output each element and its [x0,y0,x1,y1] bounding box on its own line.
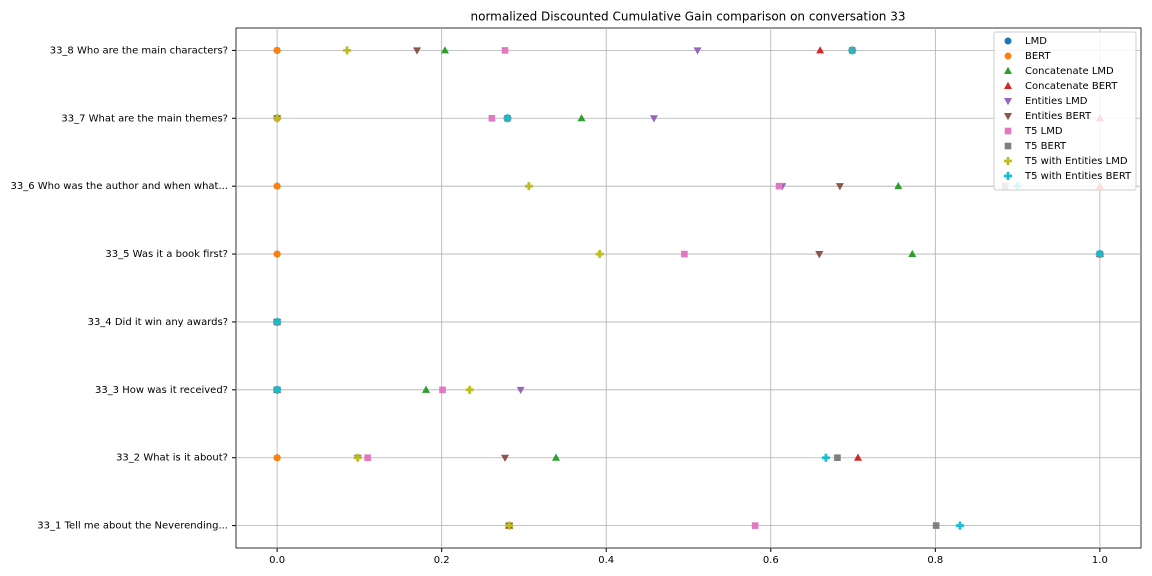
legend-label: T5 with Entities BERT [1024,171,1132,182]
point [1095,250,1104,259]
x-tick-label: 0.6 [763,555,779,566]
point [273,454,281,462]
plot-frame [235,27,1142,549]
legend-label: Entities BERT [1025,111,1092,122]
legend-marker [1004,81,1012,89]
y-tick-label: 33_4 Did it win any awards? [88,317,228,328]
legend-label: T5 with Entities LMD [1024,156,1128,167]
point [488,114,496,122]
legend-marker [1004,142,1012,150]
x-tick-label: 0.4 [598,555,614,566]
point [353,453,362,462]
legend-marker [1004,127,1012,135]
point [835,183,844,191]
legend-marker [1004,37,1012,45]
point [273,182,281,190]
point [577,114,586,122]
point [848,46,857,55]
y-tick-label: 33_7 What are the main themes? [61,113,228,124]
point [815,251,824,259]
legend-marker [1004,157,1012,165]
legend-label: Concatenate LMD [1025,66,1114,77]
point [834,454,841,462]
point [894,181,903,190]
point [439,386,446,394]
chart-title: normalized Discounted Cumulative Gain co… [471,10,906,24]
point [273,317,282,326]
point [465,385,474,394]
point [503,114,512,123]
point [853,453,862,461]
point [775,182,783,190]
point [956,521,964,530]
point [501,47,509,54]
legend-label: LMD [1025,36,1047,47]
point [751,522,759,529]
point [364,454,371,462]
point [649,115,658,123]
legend-label: Entities LMD [1025,96,1088,107]
point [343,46,352,55]
point [552,453,561,461]
point [908,249,917,258]
legend-marker [1004,66,1012,74]
y-tick-label: 33_2 What is it about? [116,453,228,464]
point [413,47,421,55]
point [932,522,940,529]
point [273,114,282,123]
legend-label: T5 LMD [1024,126,1063,137]
y-tick-label: 33_6 Who was the author and when what... [11,181,229,192]
point [524,182,533,191]
point [440,46,449,54]
point [693,47,702,55]
legend-label: BERT [1025,51,1051,62]
legend-label: Concatenate BERT [1025,81,1118,92]
legend-marker [1004,172,1012,180]
legend-marker [1004,98,1012,106]
legend-marker [1004,113,1012,121]
point [273,385,282,394]
point [273,250,281,258]
point [505,521,514,530]
y-tick-label: 33_8 Who are the main characters? [50,45,228,56]
point [273,46,281,54]
y-tick-label: 33_5 Was it a book first? [105,249,228,260]
point [816,46,825,54]
point [516,386,525,395]
y-tick-label: 33_1 Tell me about the Neverending... [37,521,228,532]
point [422,385,431,393]
point [595,250,604,259]
point [501,454,510,462]
legend-label: T5 BERT [1024,141,1067,152]
x-tick-label: 0.8 [927,555,943,566]
y-tick-label: 33_3 How was it received? [95,385,228,396]
x-tick-label: 1.0 [1092,555,1108,566]
legend-box [993,31,1137,191]
point [681,250,688,258]
point [821,453,830,462]
legend-marker [1004,52,1012,60]
x-tick-label: 0.2 [434,555,450,566]
x-tick-label: 0.0 [269,555,285,566]
